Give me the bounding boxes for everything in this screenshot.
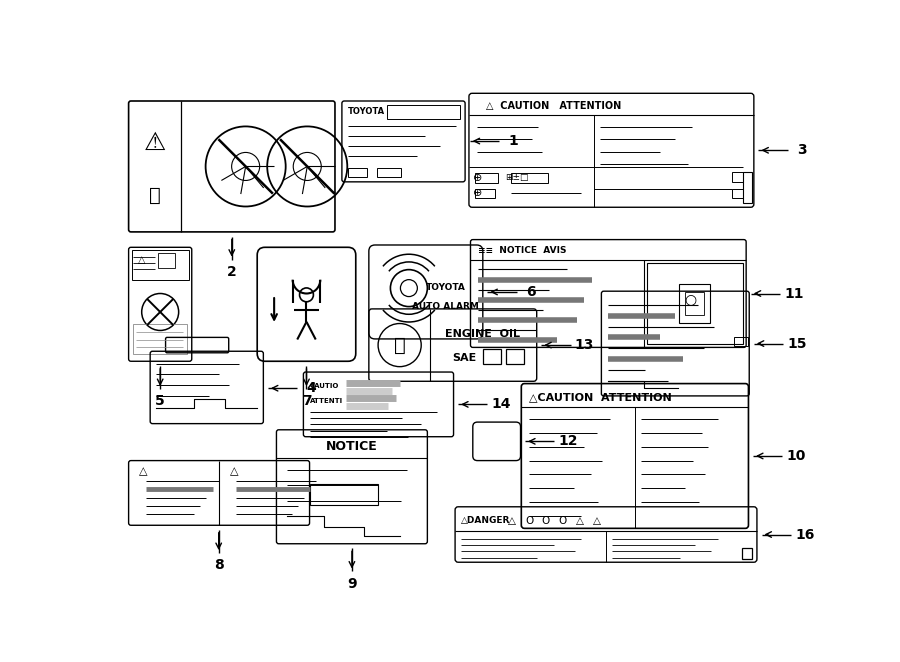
Bar [133, 324, 187, 354]
Text: 📖: 📖 [148, 186, 161, 205]
Bar [475, 173, 499, 183]
Text: O: O [542, 516, 550, 526]
Text: ENGINE  OIL: ENGINE OIL [446, 329, 520, 339]
Text: TOYOTA: TOYOTA [426, 283, 466, 292]
Text: ≡≡  NOTICE  AVIS: ≡≡ NOTICE AVIS [478, 246, 567, 255]
Text: 4: 4 [306, 381, 316, 395]
Bar [734, 336, 748, 346]
Bar [482, 349, 501, 364]
Text: 3: 3 [796, 143, 806, 158]
Text: ⚠: ⚠ [144, 131, 166, 155]
Text: ATTENTI: ATTENTI [310, 399, 343, 404]
Bar [131, 250, 189, 279]
Bar [511, 173, 548, 183]
Text: 6: 6 [526, 285, 536, 299]
Text: △CAUTION  ATTENTION: △CAUTION ATTENTION [529, 393, 671, 402]
Text: CAUTIO: CAUTIO [310, 383, 339, 389]
Bar [376, 168, 401, 177]
Text: △: △ [140, 466, 148, 477]
Text: 11: 11 [784, 287, 804, 301]
Text: ⊕: ⊕ [472, 189, 482, 199]
Bar [158, 253, 175, 268]
Text: 10: 10 [787, 449, 806, 463]
Bar [647, 263, 743, 344]
Bar [475, 189, 495, 198]
Bar [348, 168, 366, 177]
Bar [387, 105, 461, 118]
Text: 15: 15 [788, 336, 806, 351]
Text: TOYOTA: TOYOTA [348, 107, 385, 117]
Text: △: △ [138, 255, 146, 265]
Text: 8: 8 [214, 558, 223, 573]
Bar [733, 172, 743, 182]
Text: O: O [559, 516, 567, 526]
Text: 9: 9 [347, 577, 356, 591]
Text: △: △ [576, 516, 584, 526]
Text: 13: 13 [575, 338, 594, 352]
Text: △: △ [593, 516, 601, 526]
Text: ⊕: ⊕ [472, 173, 482, 183]
Text: 2: 2 [227, 265, 237, 279]
Text: ○: ○ [685, 293, 697, 307]
Text: SAE: SAE [452, 353, 476, 363]
Text: ⊞±□: ⊞±□ [505, 173, 528, 183]
Bar [742, 548, 752, 559]
Bar [733, 189, 743, 198]
Text: AUTO ALARM: AUTO ALARM [412, 302, 480, 310]
Bar [506, 349, 525, 364]
Text: 7: 7 [302, 395, 311, 408]
Bar [743, 172, 752, 203]
Bar [310, 484, 378, 505]
Bar [685, 292, 704, 315]
Text: △  CAUTION   ATTENTION: △ CAUTION ATTENTION [486, 101, 621, 111]
Text: 1: 1 [508, 134, 518, 148]
Text: △: △ [508, 516, 516, 526]
Text: △DANGER: △DANGER [461, 516, 510, 525]
Text: 16: 16 [795, 528, 815, 542]
Text: O: O [525, 516, 533, 526]
Text: 12: 12 [559, 434, 578, 448]
Text: 🛢: 🛢 [394, 336, 406, 355]
Bar [680, 284, 710, 323]
Text: △: △ [230, 466, 238, 477]
Text: NOTICE: NOTICE [326, 440, 378, 453]
Text: 5: 5 [156, 395, 165, 408]
Text: 14: 14 [491, 397, 511, 411]
